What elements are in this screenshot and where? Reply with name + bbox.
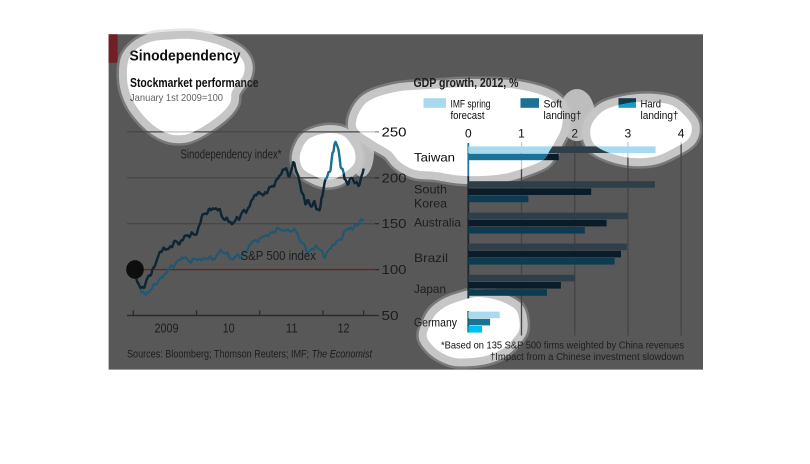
- svg-text:1: 1: [518, 127, 525, 141]
- svg-text:Sinodependency: Sinodependency: [130, 49, 241, 65]
- svg-text:S&P 500 index: S&P 500 index: [241, 249, 317, 263]
- svg-text:landing†: landing†: [641, 110, 679, 122]
- svg-text:Japan: Japan: [414, 282, 446, 296]
- svg-text:Australia: Australia: [414, 216, 461, 230]
- svg-text:0: 0: [465, 127, 472, 141]
- svg-text:January 1st 2009=100: January 1st 2009=100: [130, 92, 223, 104]
- svg-text:4: 4: [678, 127, 685, 141]
- svg-text:12: 12: [338, 321, 350, 336]
- svg-text:50: 50: [382, 308, 399, 323]
- svg-text:11: 11: [286, 321, 298, 336]
- svg-text:Taiwan: Taiwan: [414, 151, 455, 165]
- svg-text:Korea: Korea: [414, 197, 447, 211]
- svg-text:150: 150: [382, 216, 407, 231]
- svg-text:100: 100: [382, 262, 407, 277]
- svg-text:†Impact from a Chinese investm: †Impact from a Chinese investment slowdo…: [490, 351, 684, 363]
- svg-text:2009: 2009: [155, 321, 179, 336]
- svg-text:Stockmarket performance: Stockmarket performance: [130, 75, 259, 90]
- svg-text:Brazil: Brazil: [414, 251, 448, 265]
- svg-text:GDP growth, 2012, %: GDP growth, 2012, %: [414, 75, 519, 90]
- svg-text:3: 3: [625, 127, 632, 141]
- svg-text:250: 250: [382, 124, 407, 139]
- svg-text:forecast: forecast: [451, 110, 486, 122]
- svg-text:South: South: [414, 183, 447, 197]
- svg-text:IMF spring: IMF spring: [451, 99, 491, 111]
- svg-text:2: 2: [571, 127, 578, 141]
- svg-text:10: 10: [223, 321, 235, 336]
- svg-text:Sinodependency index*: Sinodependency index*: [181, 148, 282, 162]
- svg-text:Sources: Bloomberg; Thomson Re: Sources: Bloomberg; Thomson Reuters; IMF…: [127, 349, 373, 361]
- svg-text:200: 200: [382, 170, 407, 185]
